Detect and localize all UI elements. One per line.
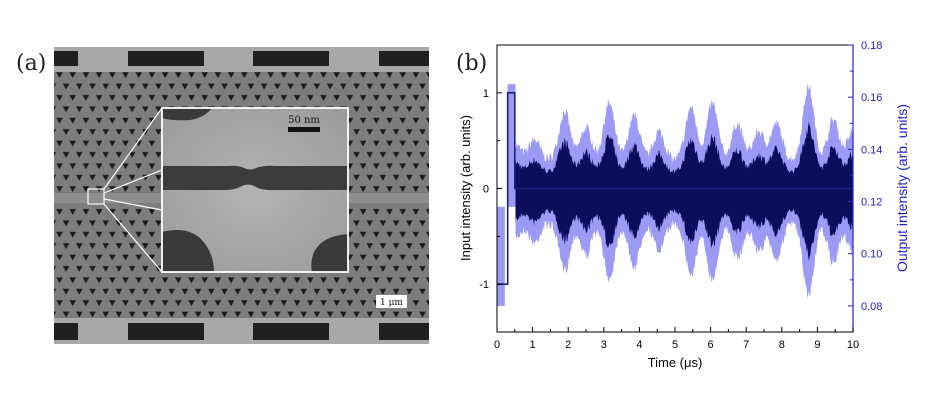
- y-left-tick-label: -1: [479, 279, 489, 291]
- inset-nanobeam: [162, 165, 348, 191]
- x-axis-ticks: 0 1 2 3 4 5 6 7 8 9 10: [494, 327, 859, 351]
- main-scale-box: [376, 295, 407, 308]
- top-frame: [54, 47, 429, 72]
- y-right-tick-label: 0.18: [861, 40, 882, 52]
- y-right-tick-label: 0.14: [861, 144, 882, 156]
- bottom-frame: [54, 318, 429, 344]
- x-tick-label: 4: [636, 339, 642, 351]
- panel-b-label: (b): [456, 51, 487, 76]
- chart-b: 0 1 2 3 4 5 6 7 8 9 10 -101 0.080.100.120.140.160.…: [458, 40, 910, 370]
- x-tick-label: 0: [494, 339, 500, 351]
- y-right-tick-label: 0.16: [861, 92, 882, 104]
- inset-hole-bottom-right: [311, 234, 348, 272]
- main-scale-label: 1 μm: [380, 298, 403, 308]
- zoom-inset: 50 nm: [161, 107, 349, 273]
- x-tick-label: 9: [814, 339, 820, 351]
- x-tick-label: 10: [847, 339, 859, 351]
- inset-hole-bottom-left: [162, 230, 214, 272]
- x-tick-label: 2: [565, 339, 571, 351]
- zoom-region-box: [87, 188, 105, 205]
- y-axis-right-ticks: 0.08 0.10 0.12 0.14 0.16 0.18: [848, 40, 882, 313]
- x-tick-label: 6: [708, 339, 714, 351]
- inset-hole-top-left: [162, 108, 212, 121]
- y-right-tick-label: 0.12: [861, 197, 882, 209]
- x-axis-label: Time (μs): [648, 355, 703, 370]
- output-core-band: [515, 121, 853, 261]
- x-tick-label: 7: [743, 339, 749, 351]
- x-tick-label: 3: [601, 339, 607, 351]
- sem-image: 50 nm 1 μm: [54, 47, 429, 344]
- output-step-burst: [507, 84, 516, 207]
- inset-scale-label: 50 nm: [288, 115, 320, 126]
- y-axis-right-label: Output intensity (arb. units): [894, 104, 910, 272]
- y-axis-left-ticks: -1 0 1: [479, 44, 502, 333]
- x-tick-label: 8: [779, 339, 785, 351]
- x-tick-label: 1: [530, 339, 536, 351]
- y-axis-left-label: Input intensity (arb. units): [458, 115, 473, 261]
- y-right-tick-label: 0.08: [861, 301, 882, 313]
- output-initial-burst: [497, 206, 505, 306]
- panel-a-label: (a): [16, 51, 46, 76]
- y-left-tick-label: 0: [483, 184, 489, 196]
- input-series-line: [497, 92, 853, 286]
- y-right-tick-label: 0.10: [861, 249, 882, 261]
- y-left-tick-label: 1: [483, 88, 489, 100]
- x-tick-label: 5: [672, 339, 678, 351]
- inset-scale-bar: [288, 127, 320, 132]
- plot-layer: [497, 83, 853, 306]
